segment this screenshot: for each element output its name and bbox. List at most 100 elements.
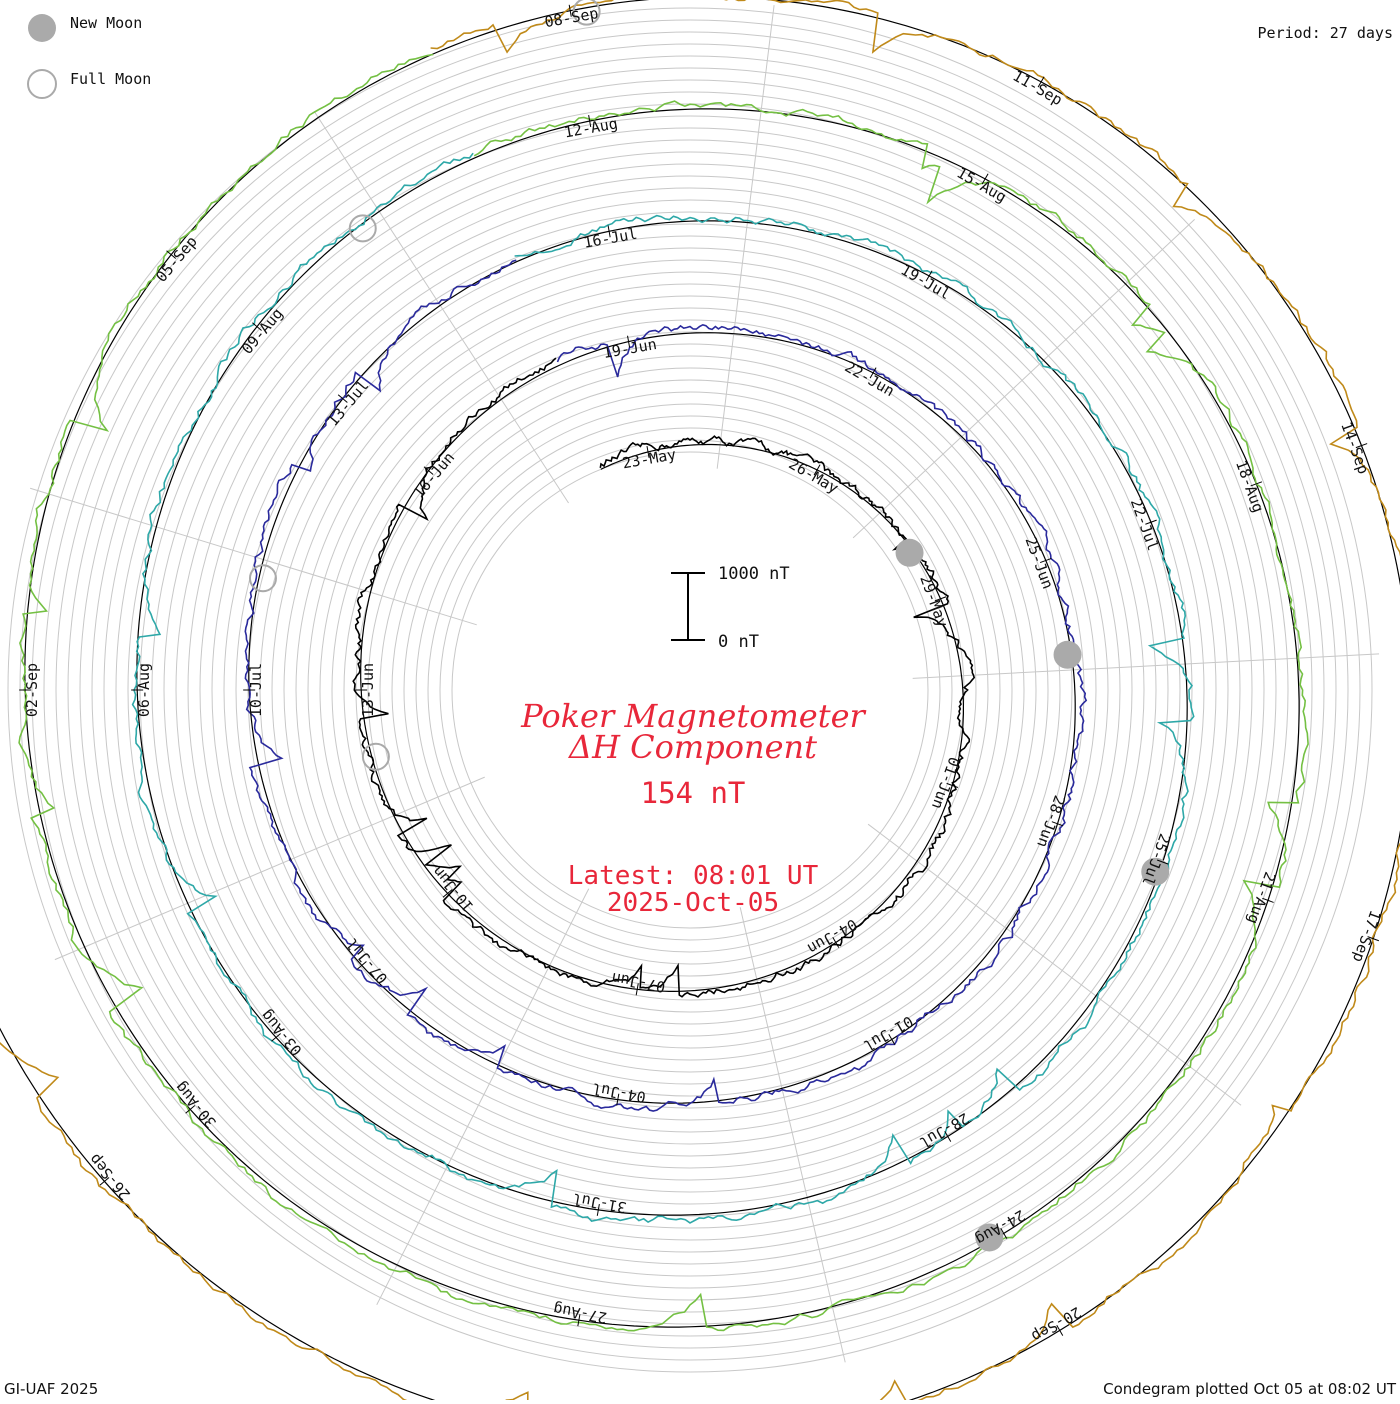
date-tick-label: 19-Jul bbox=[898, 261, 954, 304]
date-tick-label: 13-Jun bbox=[359, 663, 377, 717]
date-tick bbox=[1039, 557, 1052, 564]
grid-circle bbox=[415, 415, 965, 965]
grid-circle bbox=[331, 331, 1049, 1049]
date-tick bbox=[1355, 443, 1368, 449]
grid-circle bbox=[355, 355, 1025, 1025]
grid-circle bbox=[79, 79, 1301, 1301]
date-tick bbox=[577, 1314, 581, 1327]
grid-circle bbox=[67, 67, 1313, 1313]
grid-circle bbox=[31, 31, 1349, 1349]
grid-circle bbox=[211, 211, 1169, 1169]
full-moon-marker bbox=[361, 742, 390, 771]
date-tick-label: 01-Jul bbox=[860, 1012, 916, 1055]
grid-circle bbox=[235, 235, 1145, 1145]
date-tick bbox=[99, 1177, 110, 1186]
grid-spoke bbox=[912, 653, 1380, 679]
date-tick bbox=[1262, 897, 1274, 903]
date-tick bbox=[1000, 1227, 1008, 1239]
grid-circle bbox=[343, 343, 1037, 1037]
date-tick bbox=[888, 1034, 896, 1045]
grid-circle bbox=[451, 451, 929, 929]
grid-circle bbox=[115, 115, 1265, 1265]
full-moon-marker bbox=[248, 564, 277, 593]
grid-circle bbox=[271, 271, 1109, 1109]
grid-spoke bbox=[852, 219, 1195, 539]
trace-rotation-2 bbox=[244, 259, 1088, 1112]
new-moon-marker bbox=[975, 1223, 1004, 1252]
grid-circle bbox=[43, 43, 1337, 1337]
date-tick-label: 04-Jul bbox=[591, 1079, 647, 1106]
new-moon-icon bbox=[28, 14, 56, 42]
date-tick-label: 17-Sep bbox=[1349, 908, 1384, 965]
date-tick bbox=[869, 367, 877, 379]
trace-rotation-3 bbox=[131, 152, 1195, 1224]
grid-spoke bbox=[313, 111, 569, 504]
grid-circle bbox=[223, 223, 1157, 1157]
grid-circle bbox=[163, 163, 1217, 1217]
grid-spoke bbox=[30, 487, 477, 626]
date-tick bbox=[596, 1203, 600, 1216]
current-value: 154 nT bbox=[641, 776, 746, 810]
date-tick-label: 21-Aug bbox=[1244, 869, 1279, 926]
date-tick-label: 01-Jun bbox=[928, 755, 963, 812]
date-tick-label: 23-May bbox=[621, 445, 677, 472]
date-tick bbox=[442, 889, 453, 898]
full-moon-label: Full Moon bbox=[70, 70, 151, 88]
date-tick-label: 28-Jun bbox=[1033, 793, 1068, 850]
date-tick bbox=[981, 173, 989, 185]
scale-top-label: 1000 nT bbox=[718, 564, 790, 584]
date-tick bbox=[1145, 519, 1157, 525]
date-tick-label: 16-Jul bbox=[582, 225, 638, 252]
date-tick bbox=[934, 596, 947, 602]
grid-spoke bbox=[716, 5, 775, 469]
date-tick bbox=[635, 983, 639, 996]
new-moon-marker bbox=[1053, 640, 1082, 669]
date-tick-label: 12-Aug bbox=[563, 114, 619, 141]
date-tick bbox=[568, 4, 572, 17]
trace-rotation-1 bbox=[352, 357, 976, 998]
trace-rotation-4 bbox=[18, 53, 1309, 1332]
date-tick bbox=[252, 322, 262, 331]
scale-bottom-label: 0 nT bbox=[718, 632, 759, 652]
grid-circle bbox=[103, 103, 1277, 1277]
date-tick bbox=[1056, 1324, 1064, 1336]
moon-layer bbox=[248, 0, 1170, 1252]
grid-circle bbox=[127, 127, 1253, 1253]
date-tick bbox=[627, 335, 631, 348]
latest-date: 2025-Oct-05 bbox=[607, 888, 779, 918]
full-moon-icon bbox=[27, 69, 57, 99]
grid-circle bbox=[283, 283, 1097, 1097]
grid-circle bbox=[199, 199, 1181, 1181]
grid-circle bbox=[319, 319, 1061, 1061]
date-tick-label: 28-Jul bbox=[916, 1109, 972, 1152]
grid-spoke bbox=[376, 888, 590, 1306]
new-moon-marker bbox=[895, 538, 924, 567]
grid-circle bbox=[91, 91, 1289, 1289]
chart-title: Poker Magnetometer bbox=[520, 697, 866, 735]
date-tick bbox=[925, 270, 933, 282]
date-tick-label: 16-Jun bbox=[410, 449, 459, 502]
date-tick bbox=[337, 394, 348, 403]
date-tick bbox=[813, 464, 821, 476]
grid-circle bbox=[7, 7, 1373, 1373]
date-tick bbox=[1051, 821, 1064, 827]
full-moon-marker bbox=[348, 214, 377, 243]
date-tick bbox=[1367, 936, 1380, 942]
date-tick bbox=[588, 115, 592, 128]
date-tick bbox=[1250, 481, 1263, 487]
date-tick bbox=[616, 1093, 620, 1106]
date-tick-label: 25-Jun bbox=[1021, 534, 1056, 591]
grid-spoke bbox=[54, 776, 485, 961]
latest-time: Latest: 08:01 UT bbox=[568, 861, 819, 891]
date-tick-label: 07-Jul bbox=[343, 934, 392, 987]
date-tick-label: 31-Jul bbox=[571, 1189, 627, 1216]
date-tick bbox=[185, 1105, 196, 1114]
date-tick bbox=[944, 1130, 952, 1142]
grid-circle bbox=[427, 427, 953, 953]
date-tick bbox=[271, 1033, 281, 1042]
grid-circle bbox=[403, 403, 977, 977]
grid-circle bbox=[391, 391, 989, 989]
date-tick bbox=[946, 782, 959, 788]
